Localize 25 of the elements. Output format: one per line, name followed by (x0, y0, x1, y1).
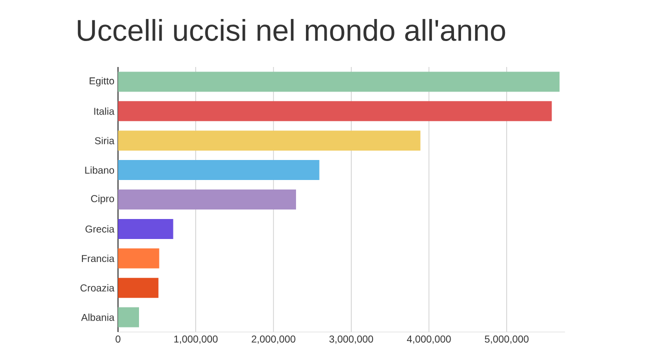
bar (118, 101, 552, 122)
bar (118, 190, 296, 210)
y-tick-label: Siria (94, 136, 114, 144)
x-tick-label: 1,000,000 (174, 336, 218, 344)
bar (118, 248, 160, 268)
x-tick-label: 2,000,000 (252, 336, 296, 344)
y-tick-label: Egitto (90, 77, 114, 86)
chart-title: Uccelli uccisi nel mondo all'anno (78, 18, 506, 42)
bar (118, 278, 158, 298)
bar (118, 72, 560, 92)
bar (118, 130, 420, 151)
bar (118, 218, 174, 239)
y-tick-label: Croazia (80, 284, 114, 292)
y-tick-label: Grecia (86, 225, 114, 233)
y-tick-label: Italia (94, 108, 114, 115)
x-tick-label: 4,000,000 (406, 336, 451, 344)
x-tick-label: 5,000,000 (484, 336, 529, 344)
y-tick-label: Cipro (91, 194, 114, 204)
y-tick-label: Albania (81, 314, 114, 321)
x-tick-label: 0 (116, 336, 120, 343)
y-tick-label: Libano (85, 166, 114, 174)
bar (118, 307, 139, 328)
y-tick-label: Francia (82, 254, 114, 262)
bar (118, 160, 320, 180)
x-tick-label: 3,000,000 (329, 336, 374, 344)
